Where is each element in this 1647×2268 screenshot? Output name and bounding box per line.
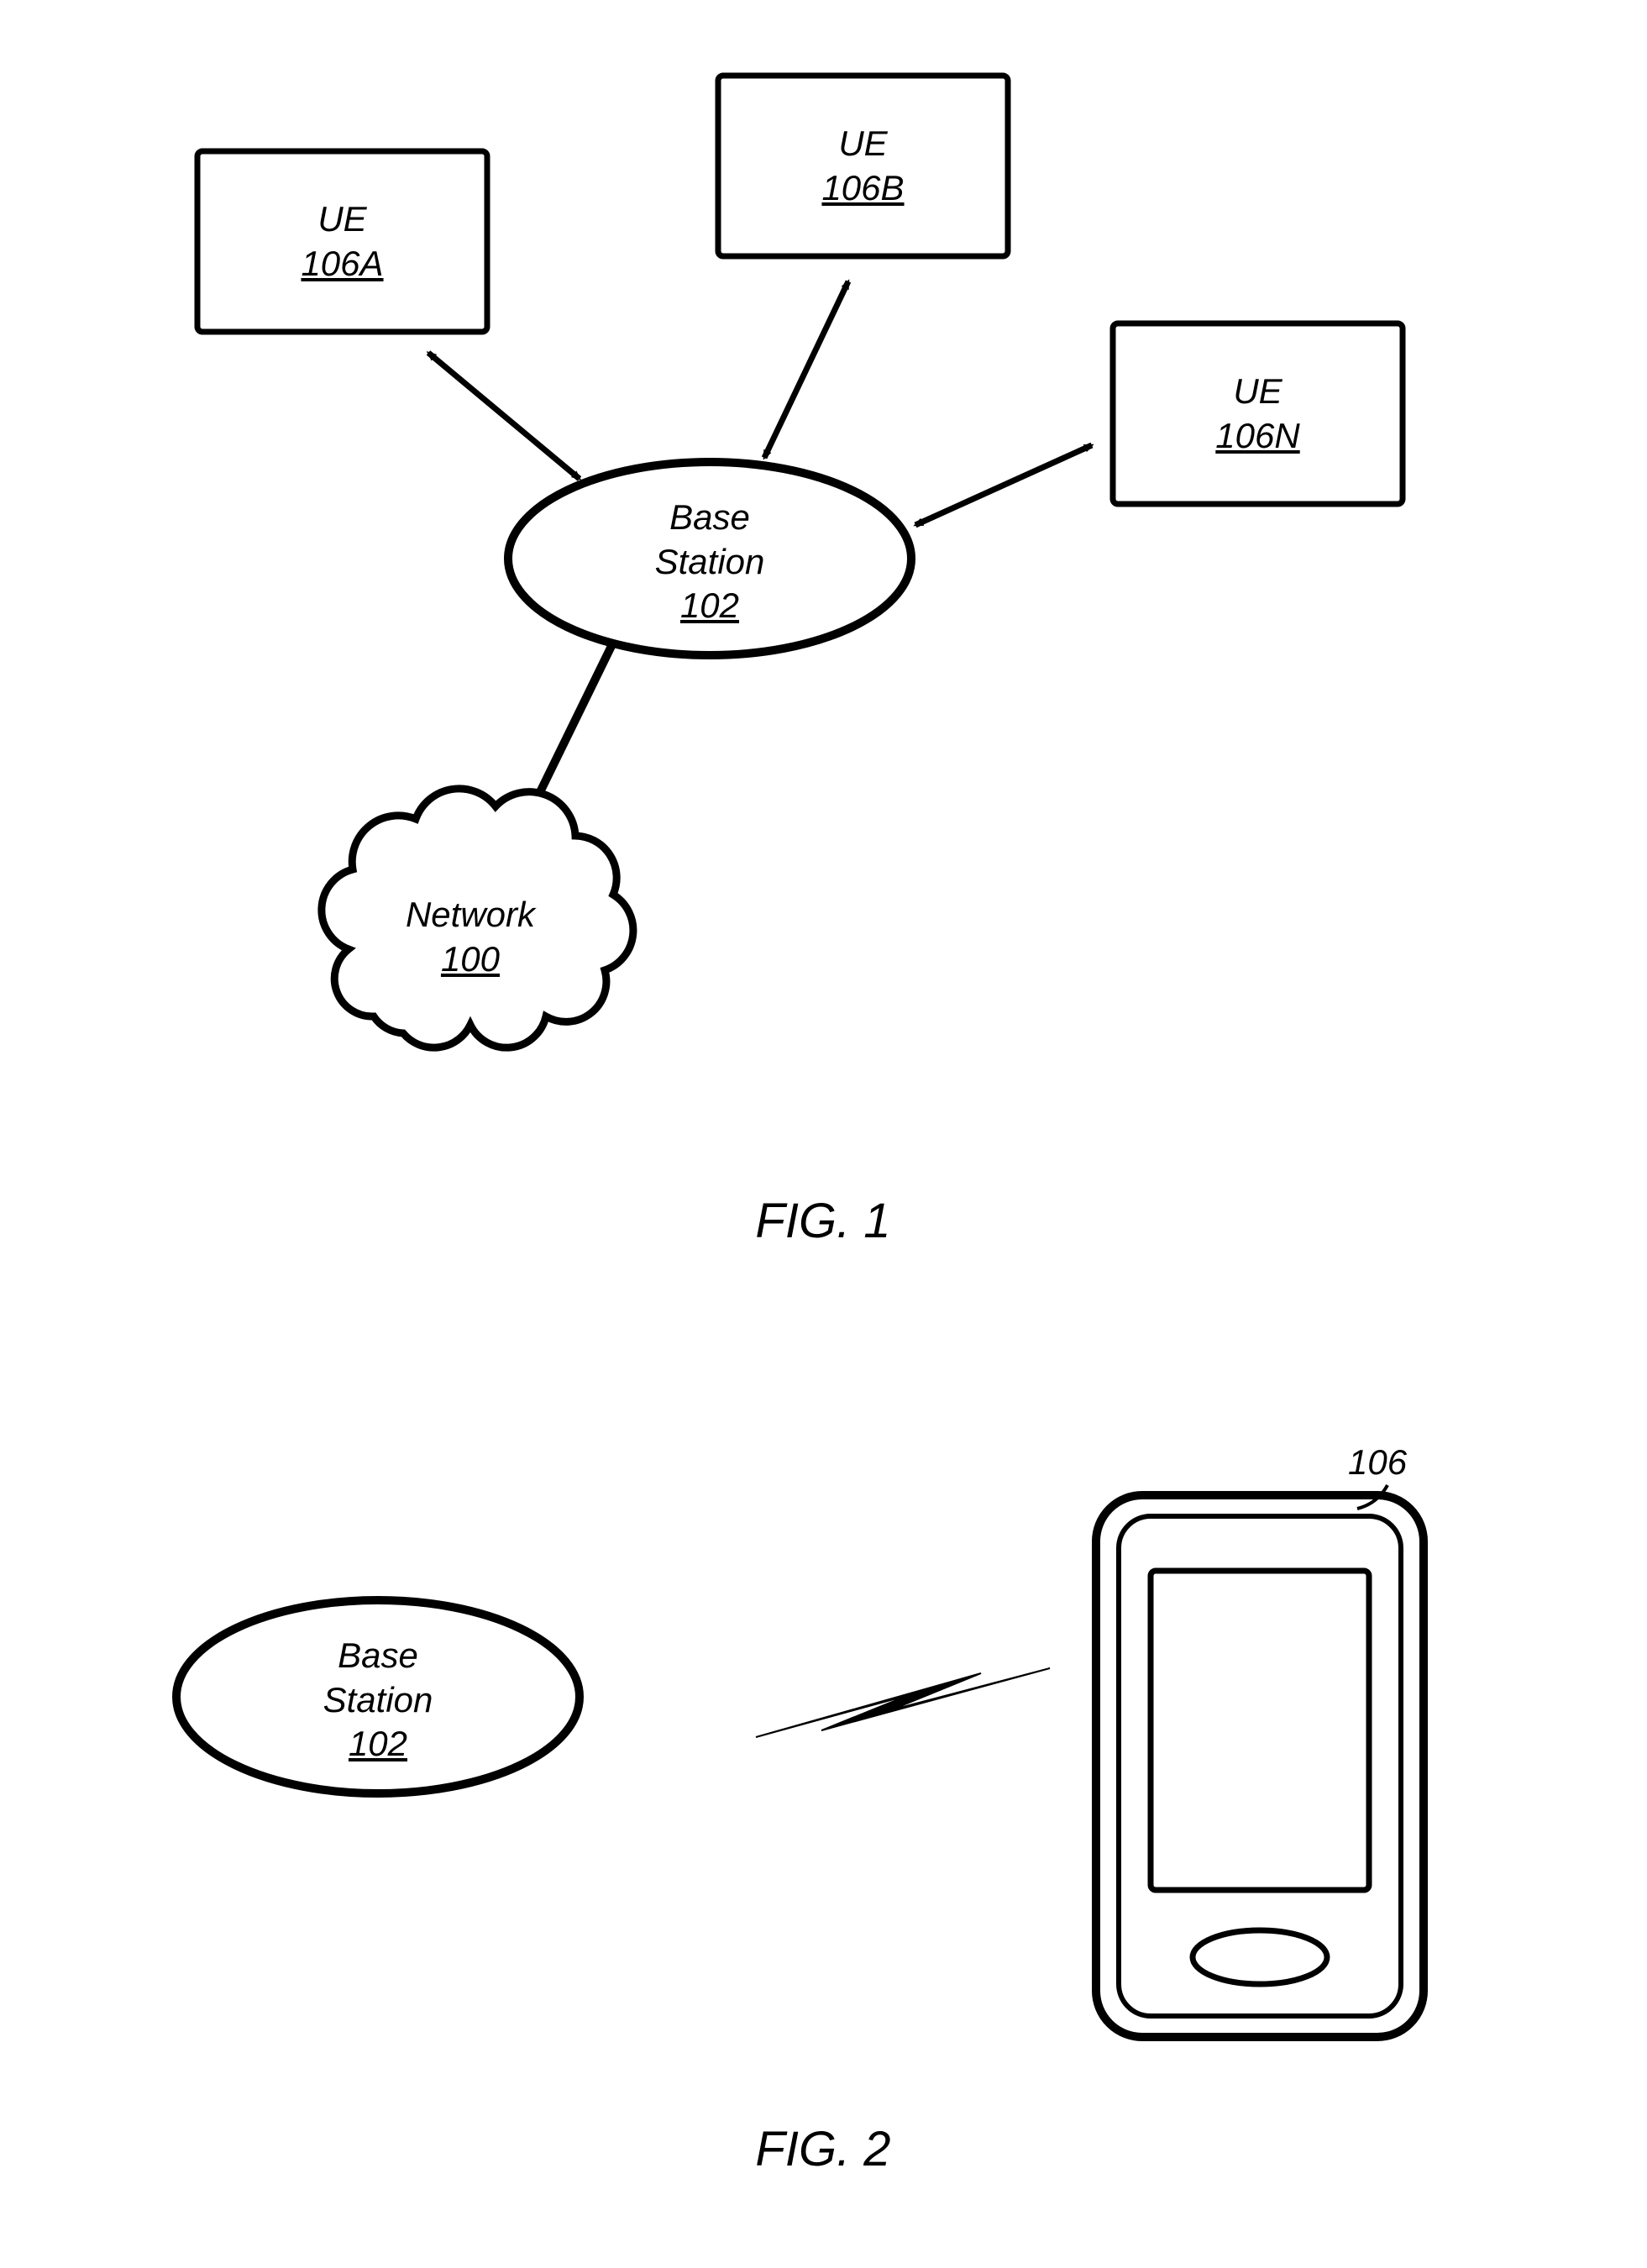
network-text: Network [344,893,596,937]
ue-n-num: 106N [1113,414,1403,459]
ue-n-text: UE [1113,370,1403,414]
bs2-line1: Base [273,1634,483,1678]
phone-ref-num: 106 [1348,1442,1407,1482]
ue-a-text: UE [197,197,487,242]
bs2-label: Base Station 102 [273,1634,483,1767]
ue-b-label: UE 106B [718,122,1008,210]
ue-a-label: UE 106A [197,197,487,286]
phone-ref-label: 106 [1348,1441,1407,1485]
ue-n-label: UE 106N [1113,370,1403,458]
arrow-bs-ueb [764,281,848,458]
ue-a-num: 106A [197,242,487,286]
arrow-bs-uea [428,353,580,479]
bs2-num: 102 [273,1722,483,1767]
bs1-label: Base Station 102 [605,496,815,628]
ue-b-text: UE [718,122,1008,166]
diagram-canvas [0,0,1647,2268]
phone-button [1193,1930,1327,1984]
wireless-bolt [756,1668,1050,1737]
bs1-line1: Base [605,496,815,540]
fig2-caption: FIG. 2 [655,2121,991,2177]
phone-screen [1151,1571,1369,1890]
bs2-line2: Station [273,1678,483,1723]
arrow-bs-uen [915,445,1092,525]
bs1-line2: Station [605,540,815,585]
bs1-num: 102 [605,584,815,628]
network-label: Network 100 [344,893,596,981]
ue-b-num: 106B [718,166,1008,211]
fig1-caption: FIG. 1 [655,1193,991,1249]
network-num: 100 [344,937,596,982]
